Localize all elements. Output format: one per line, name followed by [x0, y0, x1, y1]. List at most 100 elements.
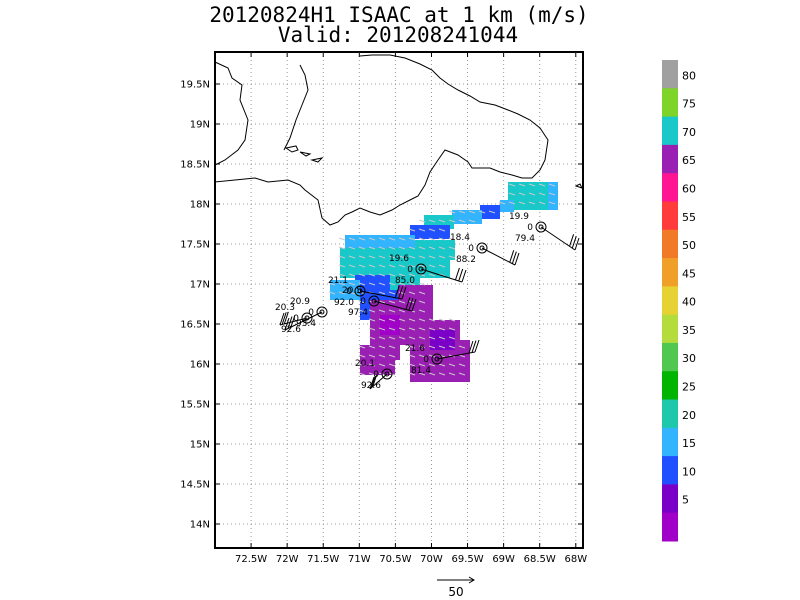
coastline-interior: [283, 64, 309, 151]
wind-arrow: [388, 291, 396, 295]
wind-arrow: [378, 237, 386, 241]
wind-arrow: [458, 345, 466, 349]
lat-label: 16N: [190, 360, 210, 371]
wind-arrow: [368, 273, 376, 277]
wind-arrow: [408, 345, 416, 349]
wind-arrow: [388, 309, 396, 313]
lat-label: 17.5N: [180, 240, 210, 251]
colorbar-segment: [662, 484, 678, 514]
observation-label-bottom: 92.0: [334, 298, 354, 308]
observation-label-bottom: 85.0: [395, 276, 415, 286]
coastline-puerto-rico: [574, 183, 583, 189]
wind-arrow: [438, 255, 446, 259]
wind-barb-flag: [279, 312, 285, 326]
wind-barb-flag: [569, 234, 575, 247]
observation-label-mid: 0: [346, 287, 352, 297]
colorbar-segment: [662, 427, 678, 457]
colorbar-label: 45: [682, 267, 696, 280]
observation-label-mid: 0: [468, 244, 474, 254]
wind-arrow: [358, 354, 366, 358]
wind-barb-flag: [370, 375, 376, 388]
wind-barb-flag: [458, 268, 464, 282]
observation-marker-inner: [418, 266, 424, 272]
wind-arrow: [498, 201, 506, 205]
observation-label-top: 21.6: [405, 344, 425, 354]
wind-speed-cell: [410, 225, 450, 239]
wind-arrow: [518, 183, 526, 187]
wind-arrow: [408, 273, 416, 277]
wind-arrow: [518, 201, 526, 205]
wind-arrow: [418, 219, 426, 223]
coastline-hispaniola: [214, 54, 549, 226]
wind-arrow: [418, 300, 426, 304]
wind-arrow: [448, 327, 456, 331]
wind-arrow: [438, 318, 446, 322]
colorbar-label: 40: [682, 296, 696, 309]
lat-label: 17N: [190, 280, 210, 291]
colorbar-label: 80: [682, 69, 696, 82]
observation-label-top: 20.9: [290, 297, 310, 307]
wind-barb-staff: [540, 226, 576, 251]
wind-arrow: [338, 291, 346, 295]
colorbar-label: 75: [682, 98, 696, 111]
wind-arrow: [428, 219, 436, 223]
title-line-1: 20120824H1 ISAAC at 1 km (m/s): [209, 3, 589, 27]
wind-arrow: [398, 327, 406, 331]
wind-arrow: [368, 372, 376, 376]
wind-arrow: [438, 345, 446, 349]
observation-marker-inner: [479, 245, 485, 251]
wind-arrow: [548, 201, 556, 205]
wind-arrow: [368, 363, 376, 367]
wind-barb-flag: [408, 298, 414, 311]
wind-barb-flag: [471, 340, 477, 353]
observation-marker: [354, 285, 366, 297]
lat-label: 14.5N: [180, 480, 210, 491]
wind-arrow: [398, 237, 406, 241]
wind-barb-flag: [514, 252, 520, 266]
wind-arrow: [428, 273, 436, 277]
wind-arrow: [418, 255, 426, 259]
observation-label-mid: 0: [308, 308, 314, 318]
wind-arrow: [538, 201, 546, 205]
wind-arrow: [378, 345, 386, 349]
wind-arrow: [508, 192, 516, 196]
wind-arrow: [468, 219, 476, 223]
colorbar-label: 20: [682, 409, 696, 422]
wind-arrow: [378, 273, 386, 277]
colorbar-label: 60: [682, 182, 696, 195]
wind-arrow: [338, 273, 346, 277]
observation-marker: [301, 312, 313, 324]
wind-barb-flag: [405, 297, 411, 310]
wind-barb-flag: [574, 237, 580, 251]
wind-arrow: [378, 354, 386, 358]
wind-arrow: [388, 300, 396, 304]
wind-arrow: [378, 264, 386, 268]
wind-arrow: [418, 363, 426, 367]
wind-arrow: [348, 237, 356, 241]
colorbar-label: 50: [682, 239, 696, 252]
wind-barb-flag: [461, 269, 467, 283]
wind-arrow: [388, 246, 396, 250]
wind-arrow: [378, 255, 386, 259]
wind-arrow: [368, 345, 376, 349]
lat-label: 16.5N: [180, 320, 210, 331]
wind-arrow: [348, 264, 356, 268]
wind-arrow: [428, 363, 436, 367]
wind-arrow: [448, 246, 456, 250]
wind-arrow: [518, 192, 526, 196]
wind-barb-staff: [436, 351, 476, 360]
wind-arrow: [438, 363, 446, 367]
wind-arrow: [378, 291, 386, 295]
wind-arrow: [388, 264, 396, 268]
wind-barb-flag: [474, 339, 480, 353]
wind-arrow: [508, 183, 516, 187]
title-line-2: Valid: 201208241044: [277, 23, 519, 47]
longitude-labels: 72.5W 72W 71.5W 71W 70.5W 70W 69.5W 69W 68.5W 68W: [235, 554, 587, 565]
wind-arrow: [358, 246, 366, 250]
colorbar-segment: [662, 399, 678, 429]
wind-arrow: [338, 255, 346, 259]
wind-arrow: [418, 264, 426, 268]
observation-marker-inner: [319, 309, 325, 315]
wind-arrow: [428, 327, 436, 331]
wind-arrow: [388, 327, 396, 331]
